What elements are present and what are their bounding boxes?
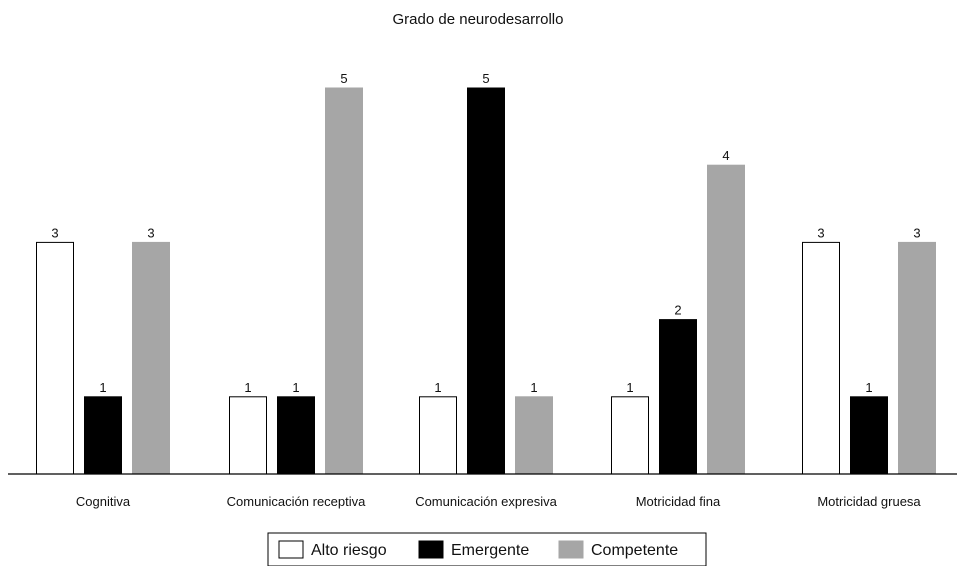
bar-alto-riesgo-5	[802, 241, 840, 475]
bar-emergente-3	[467, 87, 505, 475]
category-label: Motricidad gruesa	[817, 494, 921, 509]
value-label: 3	[817, 225, 824, 240]
legend-label: Competente	[591, 542, 678, 559]
bar-alto-riesgo-4	[611, 396, 649, 475]
value-label: 1	[865, 380, 872, 395]
bar-competente-5	[898, 241, 936, 475]
bar-emergente-2	[277, 396, 315, 475]
legend-swatch-competente	[558, 540, 584, 559]
value-label: 1	[434, 380, 441, 395]
category-label: Cognitiva	[76, 494, 131, 509]
legend-label: Emergente	[451, 542, 529, 559]
legend: Alto riesgo Emergente Competente	[267, 532, 707, 566]
category-labels-group: Cognitiva Comunicación receptiva Comunicac…	[76, 494, 922, 509]
bar-alto-riesgo-3	[419, 396, 457, 475]
value-label: 4	[722, 148, 729, 163]
value-labels-group: 3 1 3 1 1 5 1 5 1 1 2 4 3 1 3	[51, 71, 920, 395]
bar-competente-4	[707, 164, 745, 475]
value-label: 3	[147, 225, 154, 240]
value-label: 5	[340, 71, 347, 86]
value-label: 1	[292, 380, 299, 395]
value-label: 2	[674, 303, 681, 318]
legend-frame	[267, 532, 707, 566]
category-label: Motricidad fina	[636, 494, 721, 509]
category-label: Comunicación expresiva	[415, 494, 557, 509]
bar-alto-riesgo-2	[229, 396, 267, 475]
value-label: 1	[244, 380, 251, 395]
value-label: 5	[482, 71, 489, 86]
value-label: 3	[913, 225, 920, 240]
bar-alto-riesgo-1	[36, 241, 74, 475]
bars-group	[36, 87, 936, 475]
legend-swatch-emergente	[418, 540, 444, 559]
value-label: 1	[99, 380, 106, 395]
legend-swatch-alto-riesgo	[278, 540, 304, 559]
bar-emergente-4	[659, 319, 697, 475]
bar-emergente-5	[850, 396, 888, 475]
bar-competente-3	[515, 396, 553, 475]
legend-items: Alto riesgo Emergente Competente	[278, 540, 678, 559]
category-label: Comunicación receptiva	[227, 494, 367, 509]
bar-emergente-1	[84, 396, 122, 475]
chart-title: Grado de neurodesarrollo	[393, 11, 564, 28]
bar-competente-1	[132, 241, 170, 475]
bar-competente-2	[325, 87, 363, 475]
value-label: 1	[626, 380, 633, 395]
value-label: 1	[530, 380, 537, 395]
value-label: 3	[51, 225, 58, 240]
legend-label: Alto riesgo	[311, 542, 387, 559]
